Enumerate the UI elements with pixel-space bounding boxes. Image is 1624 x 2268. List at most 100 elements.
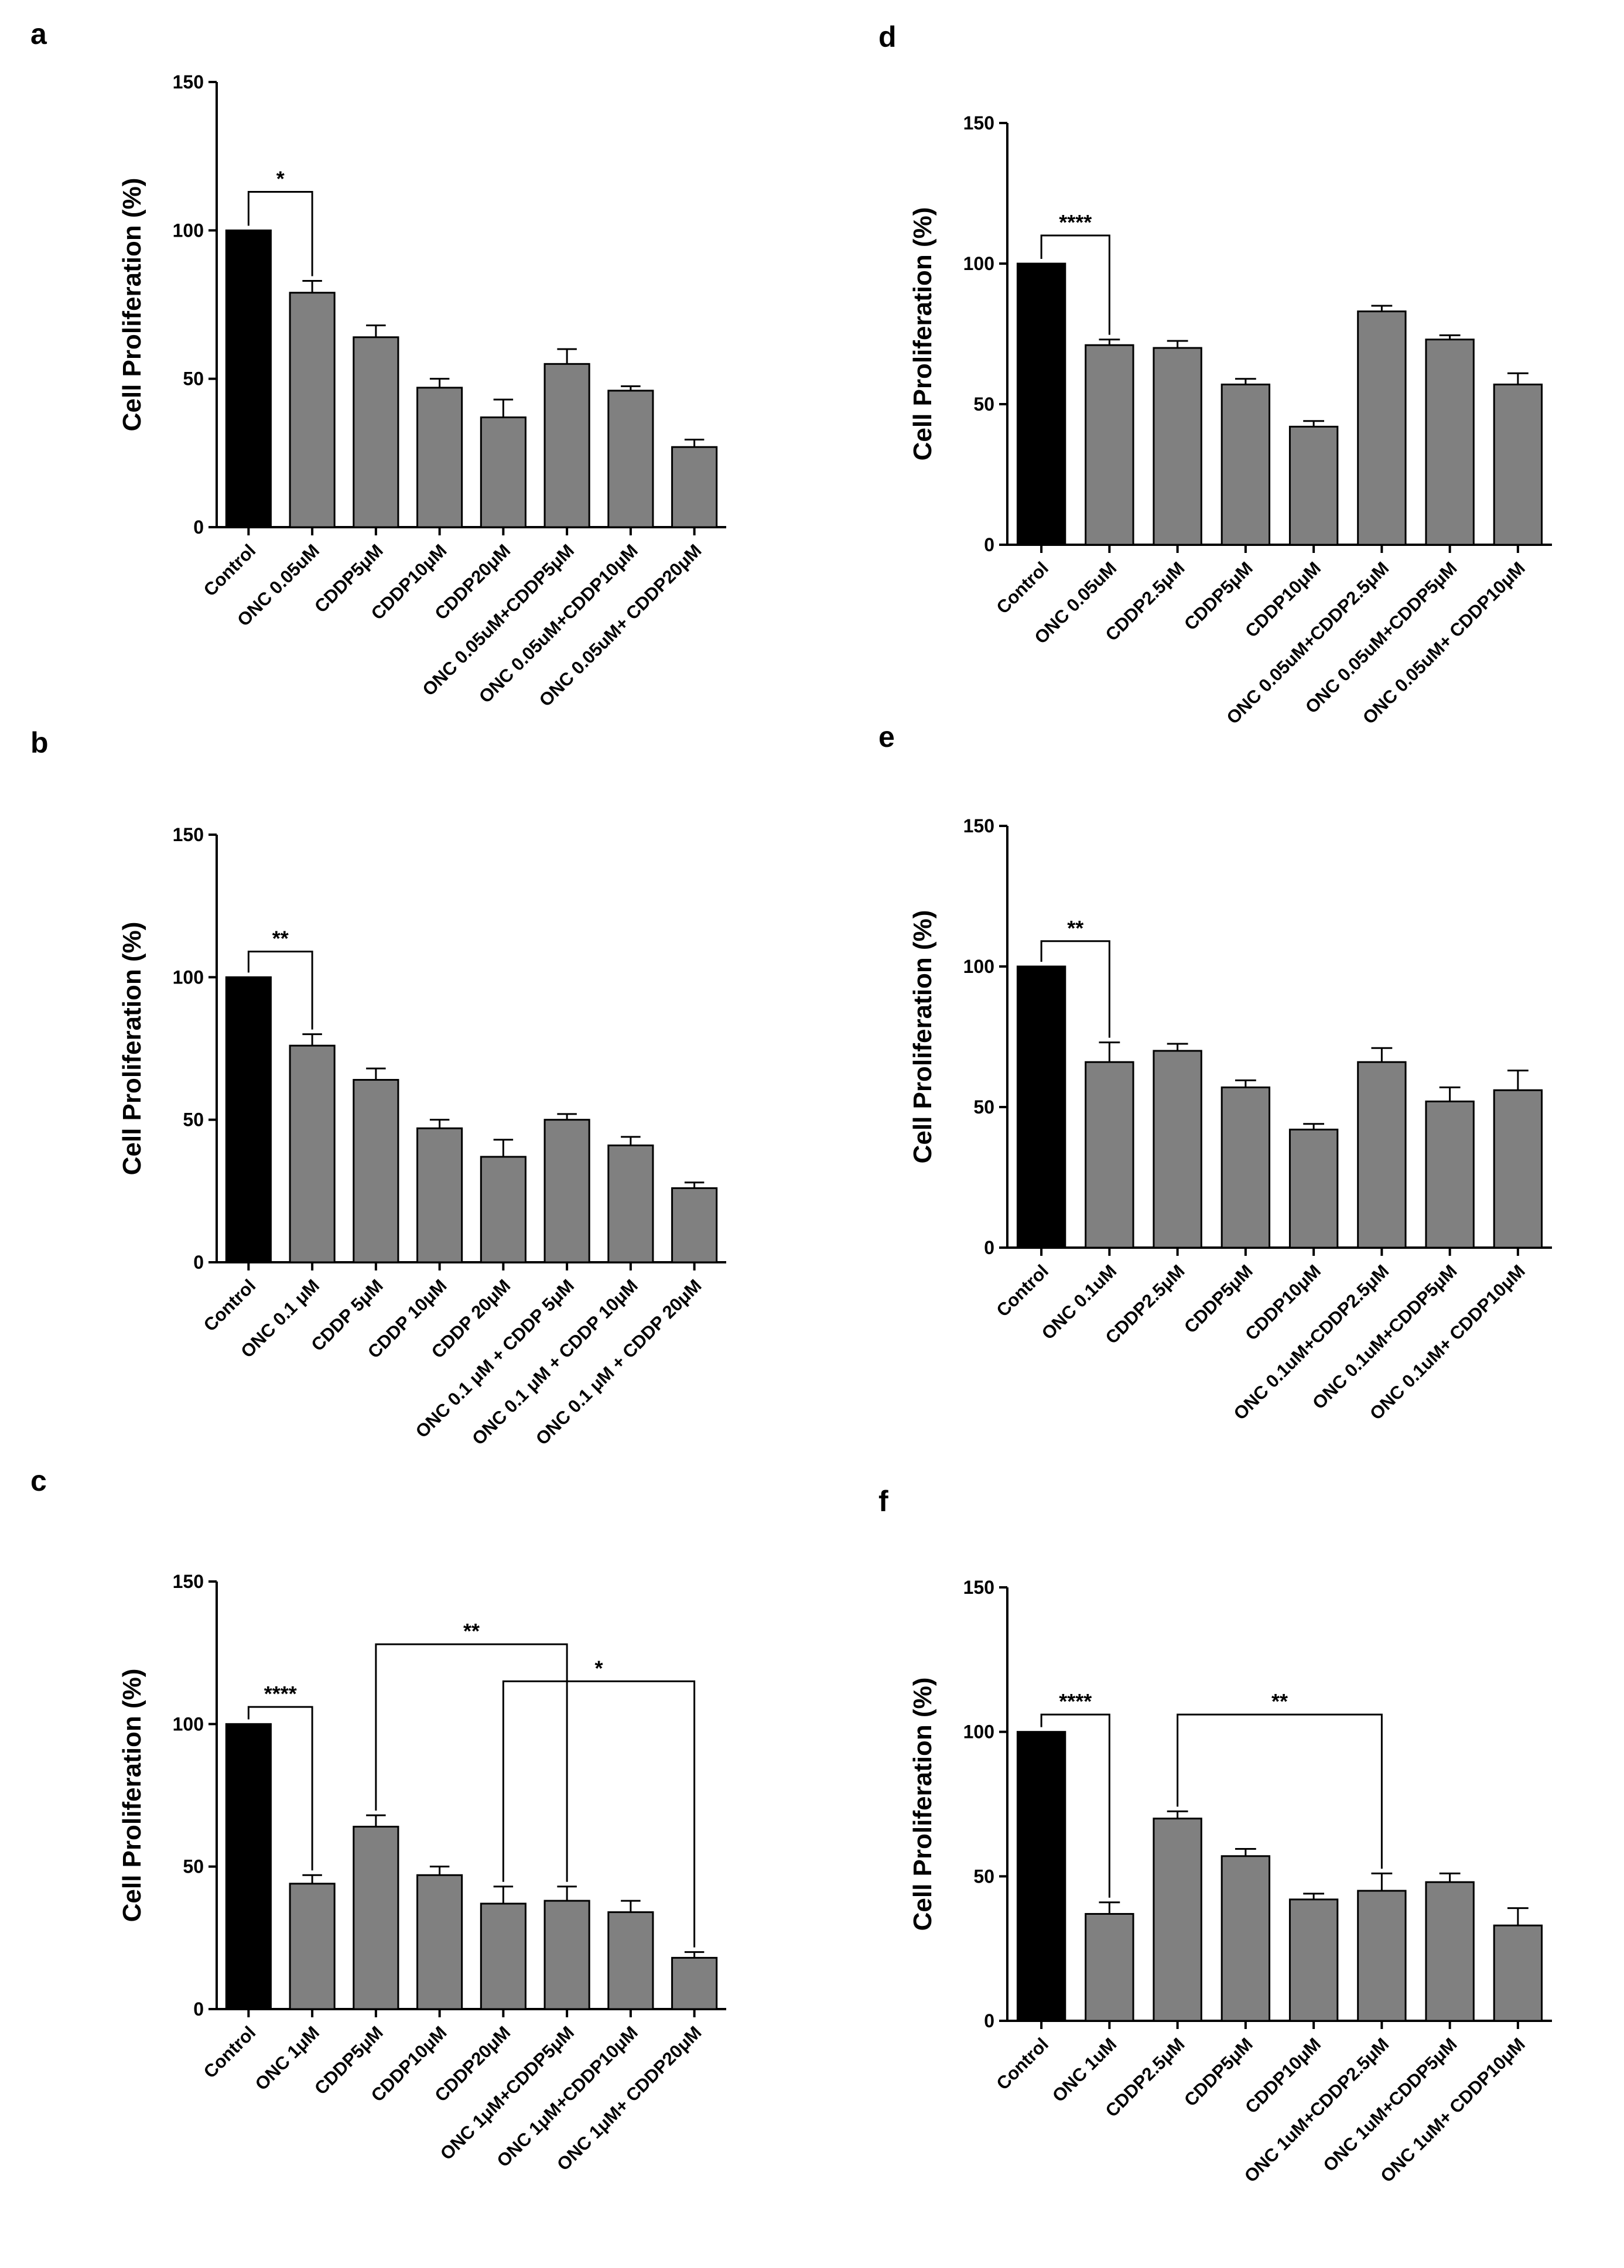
y-tick-label: 50 <box>973 394 994 415</box>
panel-letter: f <box>878 1485 888 1518</box>
x-tick-label: Control <box>200 540 260 600</box>
panel-letter: b <box>30 726 49 759</box>
bar <box>353 1079 399 1263</box>
bar <box>1425 1100 1475 1249</box>
bar <box>480 416 526 528</box>
significance-label: **** <box>1059 1689 1092 1713</box>
y-tick-label: 100 <box>963 1722 994 1743</box>
y-tick-label: 50 <box>183 1109 204 1130</box>
panel-a: a 0 50 100 150 Cell Proliferation (%) Control… <box>30 18 726 711</box>
significance-bracket <box>375 1643 568 1882</box>
y-axis-title: Cell Proliferation (%) <box>118 178 146 432</box>
x-tick-label: Control <box>992 558 1052 618</box>
significance-bracket <box>1040 234 1110 335</box>
panel-b: b 0 50 100 150 Cell Proliferation (%) Control… <box>30 726 726 1449</box>
bar <box>543 363 590 528</box>
significance-label: **** <box>1059 210 1092 234</box>
bar <box>353 1826 399 2010</box>
y-tick-label: 100 <box>173 220 204 241</box>
significance-bracket <box>247 190 313 276</box>
bar <box>480 1902 526 2010</box>
panel-e: e 0 50 100 150 Cell Proliferation (%) Control… <box>878 720 1552 1424</box>
x-tick-label: Control <box>200 1275 260 1335</box>
bar <box>1220 1855 1271 2022</box>
bar <box>671 446 718 528</box>
bar <box>1288 425 1339 546</box>
x-tick-label: ONC 1uM+CDDP5μM <box>1319 2034 1461 2175</box>
y-tick-label: 0 <box>193 517 204 538</box>
y-tick-label: 150 <box>963 815 994 836</box>
bar <box>1085 344 1134 546</box>
bar <box>1220 1086 1271 1249</box>
x-tick-label: Control <box>992 1261 1052 1321</box>
significance-label: **** <box>264 1682 297 1706</box>
significance-bracket <box>247 951 313 1030</box>
bar <box>416 1874 463 2010</box>
y-tick-label: 0 <box>984 1237 994 1258</box>
y-tick-label: 100 <box>963 253 994 274</box>
bar <box>1357 310 1407 546</box>
bar <box>1425 1881 1475 2022</box>
significance-label: ** <box>463 1619 480 1643</box>
y-tick-label: 100 <box>173 1713 204 1734</box>
y-axis-title: Cell Proliferation (%) <box>118 1669 146 1922</box>
significance-label: * <box>276 166 285 190</box>
panel-letter: c <box>30 1464 47 1497</box>
bar <box>353 336 399 528</box>
bar <box>1288 1898 1339 2022</box>
panel-d: d 0 50 100 150 Cell Proliferation (%) Control… <box>878 21 1552 728</box>
significance-bracket <box>502 1680 696 1948</box>
y-tick-label: 50 <box>183 368 204 390</box>
panel-f: f 0 50 100 150 Cell Proliferation (%) Control… <box>878 1485 1552 2187</box>
bar <box>1085 1061 1134 1249</box>
bar <box>1153 1818 1202 2022</box>
bar <box>1016 1731 1066 2022</box>
bar <box>416 1127 463 1263</box>
significance-label: * <box>594 1656 603 1680</box>
bar <box>1153 1050 1202 1249</box>
bar <box>1016 965 1066 1249</box>
bar <box>1153 347 1202 546</box>
significance-bracket <box>1040 1713 1110 1898</box>
bar <box>225 1723 272 2010</box>
bar <box>671 1956 718 2010</box>
y-tick-label: 0 <box>984 2010 994 2031</box>
bar <box>1425 339 1475 546</box>
x-tick-label: ONC 1uM+ CDDP10μM <box>1376 2034 1529 2186</box>
y-tick-label: 50 <box>183 1856 204 1877</box>
significance-label: ** <box>272 927 289 951</box>
y-tick-label: 100 <box>963 956 994 977</box>
bar <box>1085 1912 1134 2022</box>
bar <box>1288 1128 1339 1249</box>
y-axis-title: Cell Proliferation (%) <box>908 1678 937 1931</box>
y-tick-label: 50 <box>973 1097 994 1118</box>
y-axis-title: Cell Proliferation (%) <box>908 910 937 1164</box>
bar <box>1357 1890 1407 2022</box>
x-tick-label: ONC 1uM <box>1048 2034 1120 2106</box>
bar <box>416 387 463 528</box>
significance-label: ** <box>1271 1689 1288 1713</box>
bar <box>607 390 654 528</box>
y-tick-label: 150 <box>173 824 204 845</box>
bar <box>225 229 272 528</box>
y-tick-label: 0 <box>984 534 994 555</box>
x-tick-label: Control <box>992 2034 1052 2094</box>
panel-c: c 0 50 100 150 Cell Proliferation (%) Control… <box>30 1464 726 2175</box>
bar <box>607 1144 654 1263</box>
bar <box>1220 383 1271 546</box>
bar <box>607 1911 654 2010</box>
y-axis-title: Cell Proliferation (%) <box>908 207 937 461</box>
bar <box>543 1119 590 1263</box>
panel-letter: d <box>878 21 897 53</box>
bar <box>671 1187 718 1263</box>
significance-label: ** <box>1067 916 1083 940</box>
y-tick-label: 150 <box>963 112 994 134</box>
y-tick-label: 50 <box>973 1866 994 1887</box>
bar <box>225 976 272 1263</box>
significance-bracket <box>247 1706 313 1871</box>
bar <box>289 292 336 528</box>
bar <box>1493 383 1543 546</box>
x-tick-label: Control <box>200 2022 260 2082</box>
bar <box>1357 1061 1407 1249</box>
bar <box>289 1044 336 1263</box>
